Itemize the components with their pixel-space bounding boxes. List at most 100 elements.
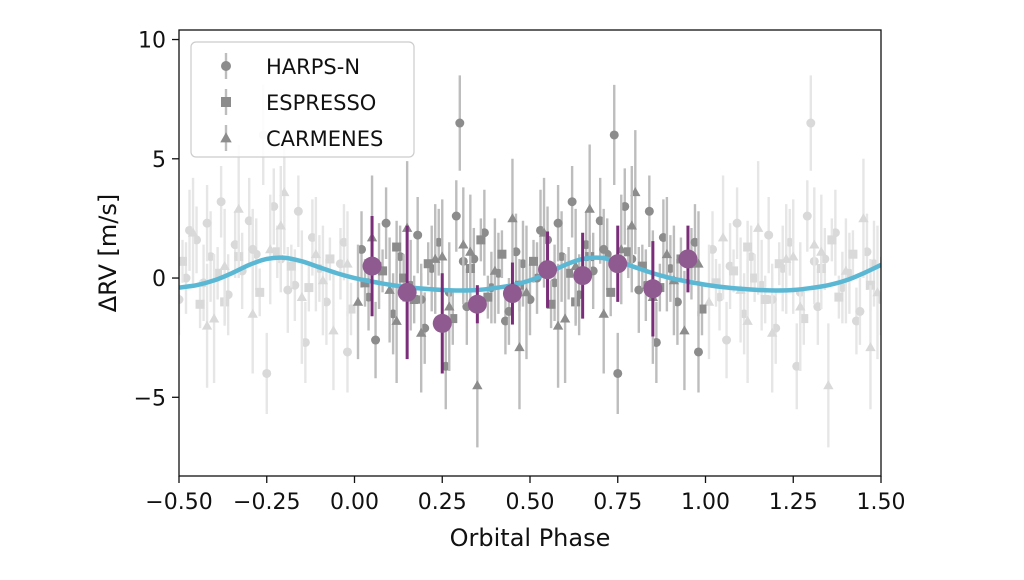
espresso-faded-point	[255, 287, 265, 297]
y-axis-label: ΔRV [m/s]	[94, 194, 122, 313]
harps-n-point	[553, 218, 563, 228]
harps-n-point	[557, 252, 567, 262]
harps-n-point	[371, 335, 381, 345]
model-curve	[179, 255, 881, 293]
carmenes-faded-point	[823, 380, 834, 390]
carmenes-point	[384, 284, 395, 294]
x-tick-label: 1.50	[857, 490, 906, 515]
harps-n-point	[634, 285, 644, 295]
x-tick-label: 0.75	[593, 490, 642, 515]
espresso-faded-point	[213, 268, 223, 278]
carmenes-faded-point	[310, 249, 322, 259]
harps-n-faded-point	[792, 361, 802, 371]
espresso-faded-point	[286, 261, 296, 271]
harps-n-point	[469, 254, 479, 264]
espresso-faded-point	[750, 273, 760, 283]
carmenes-faded-point	[788, 251, 799, 261]
carmenes-faded-point	[795, 301, 806, 311]
carmenes-faded-point	[840, 265, 852, 275]
harps-n-faded-point	[851, 316, 861, 326]
harps-n-point	[658, 232, 668, 242]
harps-n-faded-point	[746, 252, 756, 262]
harps-n-faded-point	[732, 218, 742, 228]
carmenes-faded-point	[265, 244, 276, 254]
binned-point	[362, 256, 382, 276]
binned-point	[538, 260, 558, 280]
carmenes-faded-point	[816, 246, 827, 256]
harps-n-faded-point	[739, 309, 749, 319]
harps-n-point	[609, 130, 619, 140]
harps-n-faded-point	[321, 297, 331, 307]
faded-data-layer	[179, 75, 881, 448]
harps-n-point	[381, 218, 391, 228]
harps-n-point	[595, 216, 605, 226]
harps-n-point	[479, 228, 489, 238]
harps-n-point	[644, 206, 654, 216]
binned-point	[643, 279, 663, 299]
carmenes-faded-point	[208, 313, 220, 323]
harps-n-faded-point	[293, 206, 303, 216]
carmenes-faded-point	[752, 222, 764, 232]
x-axis-label: Orbital Phase	[450, 524, 611, 552]
x-axis: −0.50 −0.25 0.00 0.25 0.50 0.75 1.00 1.25 1.50	[145, 476, 905, 515]
carmenes-point	[552, 320, 564, 330]
harps-n-faded-point	[837, 283, 847, 293]
y-tick-label: 0	[152, 267, 166, 292]
carmenes-point	[584, 203, 595, 213]
harps-n-faded-point	[307, 232, 317, 242]
espresso-point	[392, 242, 402, 252]
harps-n-point	[451, 211, 461, 221]
carmenes-faded-point	[742, 315, 753, 325]
binned-point	[397, 282, 417, 302]
binned-point	[467, 294, 487, 314]
espresso-faded-point	[799, 314, 809, 324]
model-layer	[179, 255, 881, 293]
harps-n-point	[511, 247, 521, 257]
harps-n-point	[651, 337, 661, 347]
harps-n-faded-point	[283, 285, 293, 295]
carmenes-point	[352, 296, 364, 306]
espresso-point	[546, 299, 556, 309]
harps-n-point	[500, 316, 510, 326]
harps-n-faded-point	[708, 244, 718, 254]
carmenes-point	[559, 313, 571, 323]
carmenes-faded-point	[328, 325, 339, 335]
binned-layer	[362, 216, 698, 374]
espresso-faded-point	[179, 256, 188, 266]
carmenes-point	[465, 246, 476, 256]
espresso-faded-point	[743, 242, 753, 252]
legend-label: HARPS-N	[266, 55, 360, 79]
harps-n-faded-point	[757, 280, 767, 290]
legend-label: CARMENES	[266, 127, 383, 151]
carmenes-faded-point	[717, 232, 729, 242]
espresso-point	[637, 261, 647, 271]
harps-n-point	[690, 237, 700, 247]
carmenes-faded-point	[201, 320, 213, 330]
legend: HARPS-N ESPRESSO CARMENES	[190, 41, 415, 158]
harps-n-faded-point	[230, 240, 240, 250]
carmenes-faded-point	[872, 287, 881, 297]
espresso-point	[564, 268, 574, 278]
harps-n-faded-point	[764, 230, 774, 240]
carmenes-point	[521, 287, 532, 297]
x-tick-label: −0.50	[145, 490, 212, 515]
espresso-point	[360, 278, 370, 288]
harps-n-faded-point	[785, 237, 795, 247]
binned-point	[502, 284, 522, 304]
harps-n-point	[620, 201, 630, 211]
espresso-faded-point	[774, 259, 784, 269]
espresso-point	[483, 292, 493, 302]
harps-n-faded-point	[722, 335, 732, 345]
carmenes-point	[444, 301, 455, 311]
legend-box	[190, 41, 415, 158]
y-tick-label: 5	[152, 148, 166, 173]
espresso-faded-point	[325, 254, 335, 264]
espresso-point	[378, 266, 388, 276]
harps-n-point	[518, 259, 528, 269]
harps-n-point	[525, 295, 535, 305]
carmenes-faded-point	[296, 291, 308, 302]
harps-n-faded-point	[806, 118, 816, 128]
carmenes-point	[598, 308, 609, 318]
harps-n-point	[693, 347, 703, 357]
harps-n-faded-point	[262, 368, 272, 378]
